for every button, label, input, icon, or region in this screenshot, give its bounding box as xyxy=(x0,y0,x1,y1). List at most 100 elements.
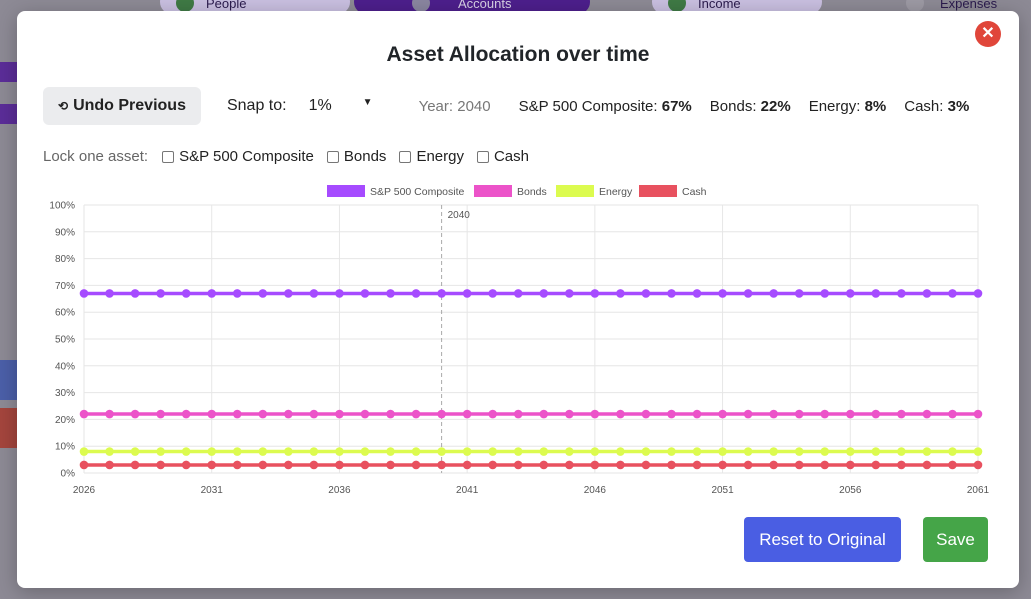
data-point xyxy=(948,447,957,456)
data-point xyxy=(769,409,778,419)
data-point xyxy=(232,447,242,456)
data-point xyxy=(284,409,293,419)
y-tick-label: 50% xyxy=(55,335,75,346)
data-point xyxy=(105,289,114,298)
checkbox[interactable] xyxy=(326,150,339,163)
checkbox[interactable] xyxy=(476,150,489,163)
lock-energy-checkbox[interactable]: Energy xyxy=(399,148,464,165)
snap-select[interactable]: 1% ▼ xyxy=(309,97,373,115)
data-point xyxy=(284,447,293,456)
data-point xyxy=(667,447,676,456)
data-point xyxy=(692,289,702,298)
data-point xyxy=(207,460,217,470)
data-point xyxy=(973,409,983,419)
check-icon xyxy=(176,0,194,12)
checkbox[interactable] xyxy=(399,150,412,163)
data-point xyxy=(181,289,191,298)
data-point xyxy=(948,460,957,470)
legend-swatch xyxy=(639,185,677,197)
bg-edit-button xyxy=(0,360,18,400)
data-point xyxy=(232,289,242,298)
data-point xyxy=(820,409,830,419)
data-point xyxy=(845,289,855,298)
data-point xyxy=(79,409,89,419)
data-point xyxy=(667,409,676,419)
y-tick-label: 70% xyxy=(55,281,75,292)
bg-tab-people: People xyxy=(160,0,350,14)
data-point xyxy=(207,447,217,456)
data-point xyxy=(641,409,651,419)
data-point xyxy=(718,447,727,456)
data-point xyxy=(335,447,344,456)
asset-allocation-modal: Asset Allocation over time ✕ ⟲ Undo Prev… xyxy=(17,11,1019,588)
data-point xyxy=(820,289,830,298)
data-point xyxy=(590,447,600,456)
data-point xyxy=(156,447,165,456)
data-point xyxy=(539,460,549,470)
undo-previous-button[interactable]: ⟲ Undo Previous xyxy=(43,87,201,125)
data-point xyxy=(488,460,497,470)
data-point xyxy=(309,460,319,470)
data-point xyxy=(616,460,625,470)
x-tick-label: 2046 xyxy=(584,485,607,496)
y-tick-label: 100% xyxy=(49,201,75,212)
y-tick-label: 40% xyxy=(55,361,75,372)
data-point xyxy=(743,289,753,298)
allocation-chart[interactable]: 0% 10% 20% 30% 40% 50% 60% 70% 80% 90% 100% 2026 203… xyxy=(17,181,1019,511)
data-point xyxy=(437,289,446,298)
close-button[interactable]: ✕ xyxy=(975,21,1001,47)
data-point xyxy=(897,289,906,298)
data-point xyxy=(207,289,217,298)
data-point xyxy=(692,447,702,456)
data-point xyxy=(386,447,395,456)
bg-tab-income: Income xyxy=(652,0,822,14)
data-point xyxy=(513,460,523,470)
y-tick-label: 90% xyxy=(55,227,75,238)
help-icon xyxy=(906,0,924,12)
save-button[interactable]: Save xyxy=(923,517,988,562)
data-point xyxy=(488,409,497,419)
data-point xyxy=(258,447,268,456)
data-point xyxy=(743,460,753,470)
data-point xyxy=(539,447,549,456)
data-point xyxy=(437,460,446,470)
chevron-down-icon: ▼ xyxy=(362,97,373,108)
data-point xyxy=(309,447,319,456)
lock-bonds-checkbox[interactable]: Bonds xyxy=(326,148,386,165)
x-tick-label: 2051 xyxy=(711,485,734,496)
data-point xyxy=(411,289,421,298)
bg-badge xyxy=(0,62,22,82)
lock-cash-checkbox[interactable]: Cash xyxy=(476,148,529,165)
allocation-energy: Energy: 8% xyxy=(808,97,887,115)
data-point xyxy=(922,409,932,419)
checkbox[interactable] xyxy=(162,150,175,163)
data-point xyxy=(667,460,676,470)
modal-title: Asset Allocation over time xyxy=(386,43,650,66)
data-point xyxy=(232,460,242,470)
data-point xyxy=(156,289,165,298)
data-point xyxy=(973,289,983,298)
check-icon xyxy=(668,0,686,12)
legend-label: Energy xyxy=(599,186,633,198)
data-point xyxy=(462,289,472,298)
data-point xyxy=(181,409,191,419)
reset-to-original-button[interactable]: Reset to Original xyxy=(744,517,901,562)
data-point xyxy=(462,447,472,456)
y-tick-label: 0% xyxy=(61,469,76,480)
bg-badge xyxy=(0,104,22,124)
y-tick-label: 60% xyxy=(55,308,75,319)
data-point xyxy=(820,447,830,456)
y-tick-label: 80% xyxy=(55,254,75,265)
lock-sp500-checkbox[interactable]: S&P 500 Composite xyxy=(162,148,314,165)
data-point xyxy=(513,447,523,456)
data-point xyxy=(794,447,804,456)
bg-tab-expenses: Expenses xyxy=(900,0,1031,14)
data-point xyxy=(897,409,906,419)
data-point xyxy=(79,447,89,456)
data-point xyxy=(769,447,778,456)
data-point xyxy=(871,289,881,298)
data-point xyxy=(156,460,165,470)
data-point xyxy=(871,409,881,419)
data-point xyxy=(616,409,625,419)
legend-label: S&P 500 Composite xyxy=(370,186,465,198)
